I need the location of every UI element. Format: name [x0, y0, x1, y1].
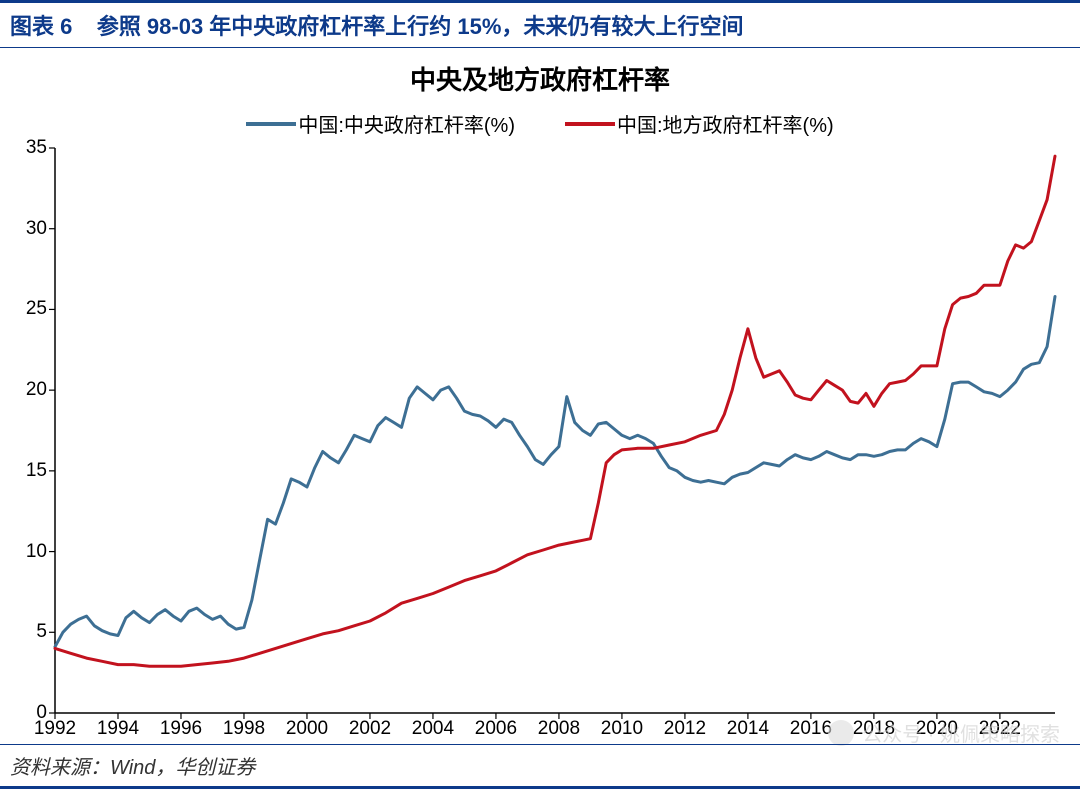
y-tick-label: 15: [7, 460, 47, 482]
x-tick-label: 1994: [97, 718, 139, 740]
legend-item-local: 中国:地方政府杠杆率(%): [565, 109, 834, 138]
y-tick-label: 10: [7, 541, 47, 563]
source-text: 资料来源：Wind，华创证券: [10, 757, 255, 779]
y-tick-label: 5: [7, 621, 47, 643]
legend-label-local: 中国:地方政府杠杆率(%): [617, 109, 834, 138]
legend-swatch-central: [246, 122, 296, 126]
x-tick-label: 2006: [475, 718, 517, 740]
x-tick-label: 2010: [601, 718, 643, 740]
legend-label-central: 中国:中央政府杠杆率(%): [298, 109, 515, 138]
x-tick-label: 1998: [223, 718, 265, 740]
x-tick-label: 2016: [790, 718, 832, 740]
plot-area: 0510152025303519921994199619982000200220…: [55, 148, 1055, 713]
watermark-text: 公众号 · 姚佩策略探索: [862, 718, 1060, 747]
figure-header: 图表 6 参照 98-03 年中央政府杠杆率上行约 15%，未来仍有较大上行空间: [0, 0, 1080, 48]
chart-title: 中央及地方政府杠杆率: [0, 48, 1080, 97]
chart-legend: 中国:中央政府杠杆率(%) 中国:地方政府杠杆率(%): [0, 109, 1080, 138]
chart-container: 中央及地方政府杠杆率 中国:中央政府杠杆率(%) 中国:地方政府杠杆率(%) 0…: [0, 48, 1080, 748]
wechat-icon: [828, 720, 854, 746]
watermark: 公众号 · 姚佩策略探索: [828, 718, 1060, 747]
x-tick-label: 2000: [286, 718, 328, 740]
y-tick-label: 25: [7, 298, 47, 320]
y-tick-label: 20: [7, 379, 47, 401]
line-chart-svg: [55, 148, 1055, 748]
x-tick-label: 2014: [727, 718, 769, 740]
legend-swatch-local: [565, 122, 615, 126]
x-tick-label: 1996: [160, 718, 202, 740]
figure-number: 图表 6: [10, 14, 72, 39]
y-tick-label: 35: [7, 137, 47, 159]
x-tick-label: 2004: [412, 718, 454, 740]
figure-caption: 参照 98-03 年中央政府杠杆率上行约 15%，未来仍有较大上行空间: [97, 14, 744, 39]
x-tick-label: 2002: [349, 718, 391, 740]
x-tick-label: 2012: [664, 718, 706, 740]
legend-item-central: 中国:中央政府杠杆率(%): [246, 109, 515, 138]
y-tick-label: 30: [7, 218, 47, 240]
figure-footer: 资料来源：Wind，华创证券: [0, 744, 1080, 789]
x-tick-label: 1992: [34, 718, 76, 740]
x-tick-label: 2008: [538, 718, 580, 740]
